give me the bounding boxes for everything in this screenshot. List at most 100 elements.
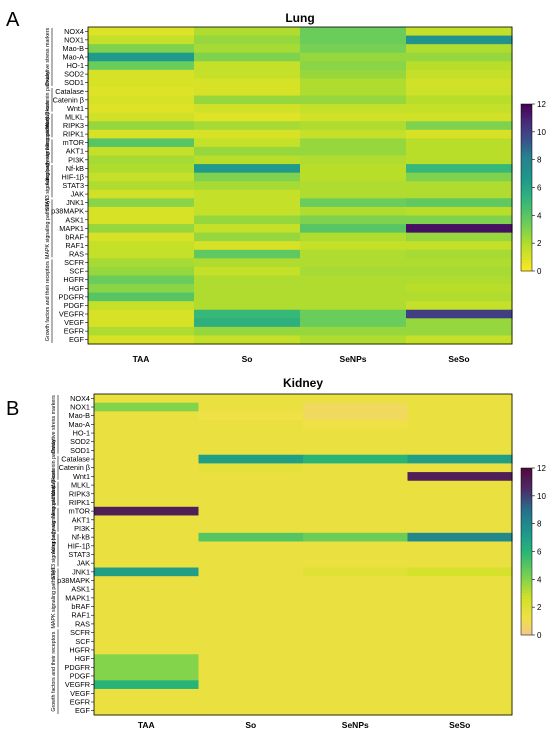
group-label: STAT3 signaling pathway xyxy=(45,151,51,211)
colorbar-segment xyxy=(521,518,532,522)
heatmap-cell xyxy=(198,506,304,517)
colorbar-segment xyxy=(521,470,532,475)
row-label: PI3K xyxy=(74,524,90,533)
colorbar-segment xyxy=(521,618,532,622)
colorbar-segment xyxy=(521,609,532,614)
heatmap-cell xyxy=(88,326,195,337)
heatmap-cell xyxy=(194,189,301,199)
colorbar-segment xyxy=(521,190,532,194)
heatmap-cell xyxy=(300,301,407,311)
heatmap-cell xyxy=(300,326,407,337)
colorbar-segment xyxy=(521,476,532,480)
heatmap-cell xyxy=(94,688,200,699)
row-label: Mao-B xyxy=(69,411,91,420)
colorbar-tick-label: 2 xyxy=(537,603,542,612)
heatmap-cell xyxy=(300,198,407,208)
heatmap-cell xyxy=(194,284,301,294)
group-label: Necroptosis markers xyxy=(45,101,51,150)
row-label: HO-1 xyxy=(73,429,90,438)
colorbar-segment xyxy=(521,248,532,253)
colorbar-segment xyxy=(521,223,532,227)
row-label: NOX1 xyxy=(64,35,84,44)
colorbar-segment xyxy=(521,487,532,491)
row-label: ASK1 xyxy=(65,215,84,224)
row-label: EGF xyxy=(75,706,91,715)
colorbar-tick-label: 10 xyxy=(537,128,546,137)
heatmap-cell xyxy=(198,558,304,569)
row-label: JAK xyxy=(77,559,91,568)
heatmap-cell xyxy=(198,480,304,491)
heatmap-cell xyxy=(300,215,407,225)
heatmap-title: Kidney xyxy=(283,376,323,390)
heatmap-cell xyxy=(300,206,407,217)
heatmap-cell xyxy=(198,541,304,551)
heatmap-cell xyxy=(407,576,513,586)
heatmap-cell xyxy=(407,446,513,456)
heatmap-cell xyxy=(407,524,513,534)
row-label: EGFR xyxy=(70,697,90,706)
row-label: RAS xyxy=(69,250,84,259)
heatmap-cell xyxy=(303,428,409,438)
heatmap-cell xyxy=(194,86,301,97)
heatmap-cell xyxy=(406,129,513,139)
panel-letter: A xyxy=(6,9,20,31)
row-label: SCFR xyxy=(64,258,84,267)
colorbar-segment xyxy=(521,243,532,247)
heatmap-cell xyxy=(300,146,407,157)
colorbar-segment xyxy=(521,515,532,519)
heatmap-cell xyxy=(198,472,304,482)
colorbar-segment xyxy=(521,254,532,258)
heatmap-cell xyxy=(300,121,407,131)
colorbar-segment xyxy=(521,193,532,197)
heatmap-cell xyxy=(88,258,195,268)
colorbar-segment xyxy=(521,229,532,233)
colorbar-segment xyxy=(521,173,532,177)
heatmap-cell xyxy=(407,480,513,491)
heatmap-cell xyxy=(406,292,513,302)
colorbar-segment xyxy=(521,232,532,236)
heatmap-cell xyxy=(94,567,200,577)
colorbar-segment xyxy=(521,198,532,202)
heatmap-cell xyxy=(406,164,513,174)
colorbar-segment xyxy=(521,490,532,494)
heatmap-cell xyxy=(407,437,513,447)
heatmap-cell xyxy=(198,576,304,586)
group-label: Autophagy signaling pathway xyxy=(45,116,51,185)
heatmap-cell xyxy=(407,593,513,603)
heatmap-cell xyxy=(94,463,200,473)
column-label: So xyxy=(245,720,256,730)
heatmap-cell xyxy=(198,602,304,612)
heatmap-cell xyxy=(406,284,513,294)
colorbar-segment xyxy=(521,220,532,225)
heatmap-cell xyxy=(94,402,200,412)
colorbar-segment xyxy=(521,168,532,172)
colorbar-segment xyxy=(521,495,532,500)
heatmap-cell xyxy=(198,645,304,655)
colorbar-segment xyxy=(521,104,532,108)
heatmap-cell xyxy=(94,506,200,517)
heatmap-cell xyxy=(194,215,301,225)
colorbar-tick-label: 6 xyxy=(537,548,542,557)
heatmap-cell xyxy=(303,671,409,681)
row-label: Wnt1 xyxy=(67,104,84,113)
heatmap-cell xyxy=(94,645,200,655)
heatmap-cell xyxy=(88,104,195,114)
heatmap-cell xyxy=(194,129,301,139)
colorbar-segment xyxy=(521,209,532,214)
heatmap-cell xyxy=(303,454,409,465)
heatmap-cell xyxy=(94,558,200,569)
heatmap-cell xyxy=(303,411,409,421)
colorbar-segment xyxy=(521,540,532,544)
heatmap-cell xyxy=(303,636,409,647)
colorbar-segment xyxy=(521,148,532,152)
heatmap-cell xyxy=(88,266,195,277)
heatmap-cell xyxy=(194,44,301,54)
row-label: Mao-A xyxy=(63,52,85,61)
heatmap-cell xyxy=(300,138,407,148)
group-label: MAPK signaling pathways xyxy=(51,567,57,629)
heatmap-cell xyxy=(94,411,200,421)
heatmap-cell xyxy=(406,258,513,268)
column-label: SeNPs xyxy=(340,354,367,364)
heatmap-cell xyxy=(88,138,195,148)
colorbar-segment xyxy=(521,237,532,241)
